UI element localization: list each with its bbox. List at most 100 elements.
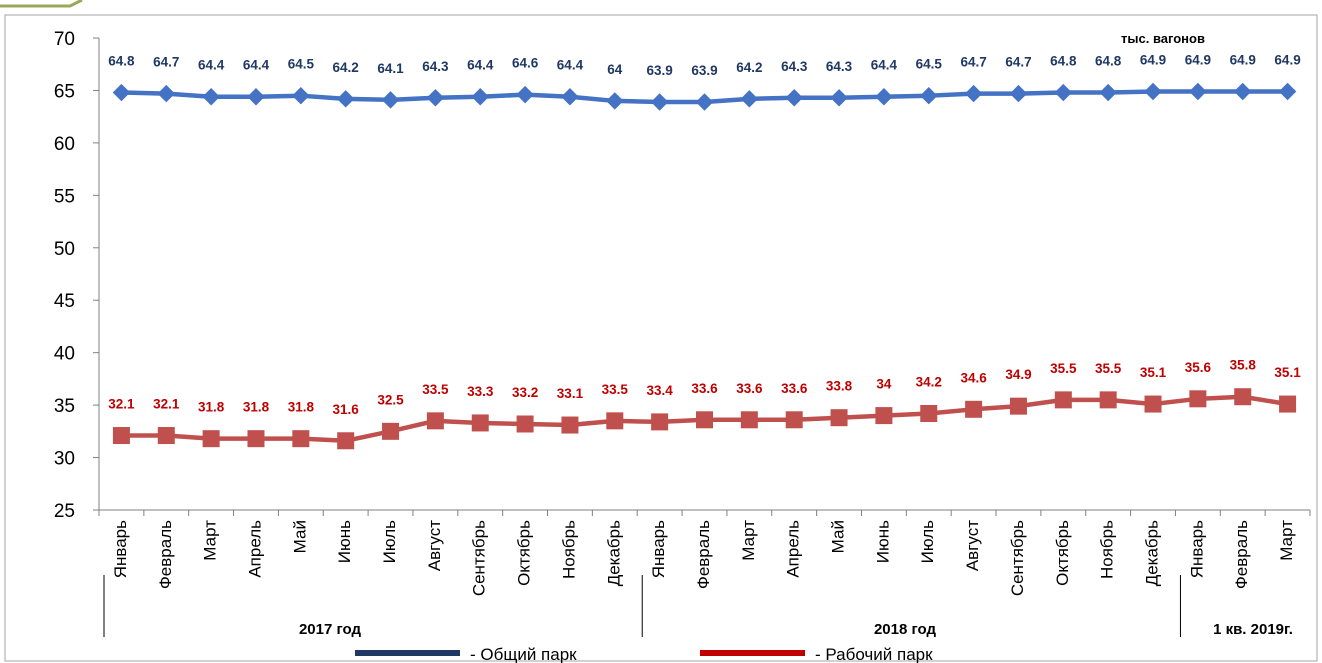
data-label: 64.6 <box>512 56 539 71</box>
data-label: 64.3 <box>826 59 853 74</box>
series-point <box>650 93 669 111</box>
series-point <box>875 88 893 106</box>
plot-border <box>4 14 1318 662</box>
data-label: 31.8 <box>243 400 270 415</box>
series-point <box>292 430 310 448</box>
data-label: 64.9 <box>1140 52 1166 67</box>
y-tick-label: 30 <box>54 449 75 470</box>
series-point <box>785 89 803 107</box>
series-point <box>1099 391 1117 409</box>
series-point <box>964 84 983 103</box>
data-label: 33.3 <box>467 384 494 399</box>
series-point <box>920 86 938 105</box>
series-point <box>606 92 624 110</box>
x-tick-label: Октябрь <box>1053 520 1072 586</box>
y-tick-label: 55 <box>54 186 75 207</box>
data-label: 64.9 <box>1185 52 1211 67</box>
x-tick-label: Сентябрь <box>470 520 489 596</box>
x-tick-label: Август <box>425 520 444 571</box>
y-tick-label: 70 <box>54 29 75 50</box>
data-label: 35.8 <box>1230 358 1257 373</box>
data-label: 64.8 <box>108 54 135 69</box>
series-point <box>426 412 444 430</box>
x-tick-label: Май <box>290 520 309 553</box>
series-point <box>875 407 893 425</box>
data-label: 64.2 <box>333 60 359 75</box>
series-point <box>112 83 131 102</box>
x-tick-label: Март <box>1277 520 1296 561</box>
data-label: 35.5 <box>1050 361 1077 376</box>
corner-accent <box>0 0 83 8</box>
x-tick-label: Август <box>963 520 982 571</box>
series-point <box>561 88 579 106</box>
data-label: 32.1 <box>153 397 180 412</box>
data-label: 33.4 <box>647 383 674 398</box>
series-point <box>651 413 669 431</box>
series-point <box>1279 395 1297 413</box>
data-label: 33.5 <box>602 382 629 397</box>
data-label: 32.5 <box>377 392 404 407</box>
series-point <box>112 427 130 445</box>
data-label: 33.6 <box>736 381 763 396</box>
x-tick-label: Январь <box>649 520 668 578</box>
data-label: 33.6 <box>691 381 718 396</box>
data-label: 31.6 <box>333 402 360 417</box>
x-tick-label: Апрель <box>784 520 803 578</box>
series-point <box>516 415 534 433</box>
series-point <box>471 88 489 106</box>
data-label: 64.9 <box>1230 52 1256 67</box>
x-tick-label: Июль <box>918 520 937 564</box>
series-point <box>202 88 220 106</box>
data-label: 33.5 <box>422 382 449 397</box>
data-label: 35.1 <box>1140 365 1167 380</box>
data-label: 64.4 <box>243 58 270 73</box>
data-label: 64.7 <box>960 55 986 70</box>
data-label: 64.3 <box>422 59 449 74</box>
x-tick-label: Май <box>829 520 848 553</box>
series-point <box>426 89 445 107</box>
series-point <box>920 405 938 423</box>
series-point <box>247 88 265 106</box>
series-point <box>606 412 624 430</box>
x-tick-label: Январь <box>111 520 130 578</box>
series-point <box>1009 397 1027 415</box>
data-label: 64.1 <box>377 61 404 76</box>
x-tick-label: Февраль <box>694 520 713 589</box>
data-label: 63.9 <box>647 63 673 78</box>
series-point <box>1054 391 1072 409</box>
data-label: 64.4 <box>198 58 225 73</box>
series-point <box>830 89 848 107</box>
data-label: 63.9 <box>691 63 717 78</box>
series-point <box>740 90 759 108</box>
data-label: 64.8 <box>1095 54 1122 69</box>
x-tick-label: Февраль <box>1232 520 1251 589</box>
data-label: 33.1 <box>557 386 584 401</box>
data-label: 34.6 <box>960 370 987 385</box>
data-label: 31.8 <box>288 400 315 415</box>
x-tick-label: Июнь <box>335 520 354 563</box>
data-label: 35.5 <box>1095 361 1122 376</box>
series-point <box>965 400 983 418</box>
y-tick-label: 25 <box>54 501 75 522</box>
series-point <box>1189 82 1207 101</box>
y-tick-label: 50 <box>54 239 75 260</box>
x-tick-label: Март <box>201 520 220 561</box>
series-point <box>337 432 355 450</box>
series-point <box>740 411 758 429</box>
data-label: 34.2 <box>916 375 942 390</box>
x-tick-label: Декабрь <box>1143 520 1162 586</box>
data-label: 64.4 <box>467 58 494 73</box>
series-point <box>382 422 400 440</box>
series-point <box>516 85 534 104</box>
series-point <box>336 90 355 108</box>
series-point <box>157 427 175 445</box>
series-point <box>1144 82 1162 101</box>
data-label: 64.8 <box>1050 54 1077 69</box>
unit-label: тыс. вагонов <box>1121 31 1205 46</box>
data-label: 35.6 <box>1185 360 1212 375</box>
series-point <box>830 409 848 427</box>
series-point <box>292 86 310 105</box>
data-label: 64.5 <box>288 57 315 72</box>
